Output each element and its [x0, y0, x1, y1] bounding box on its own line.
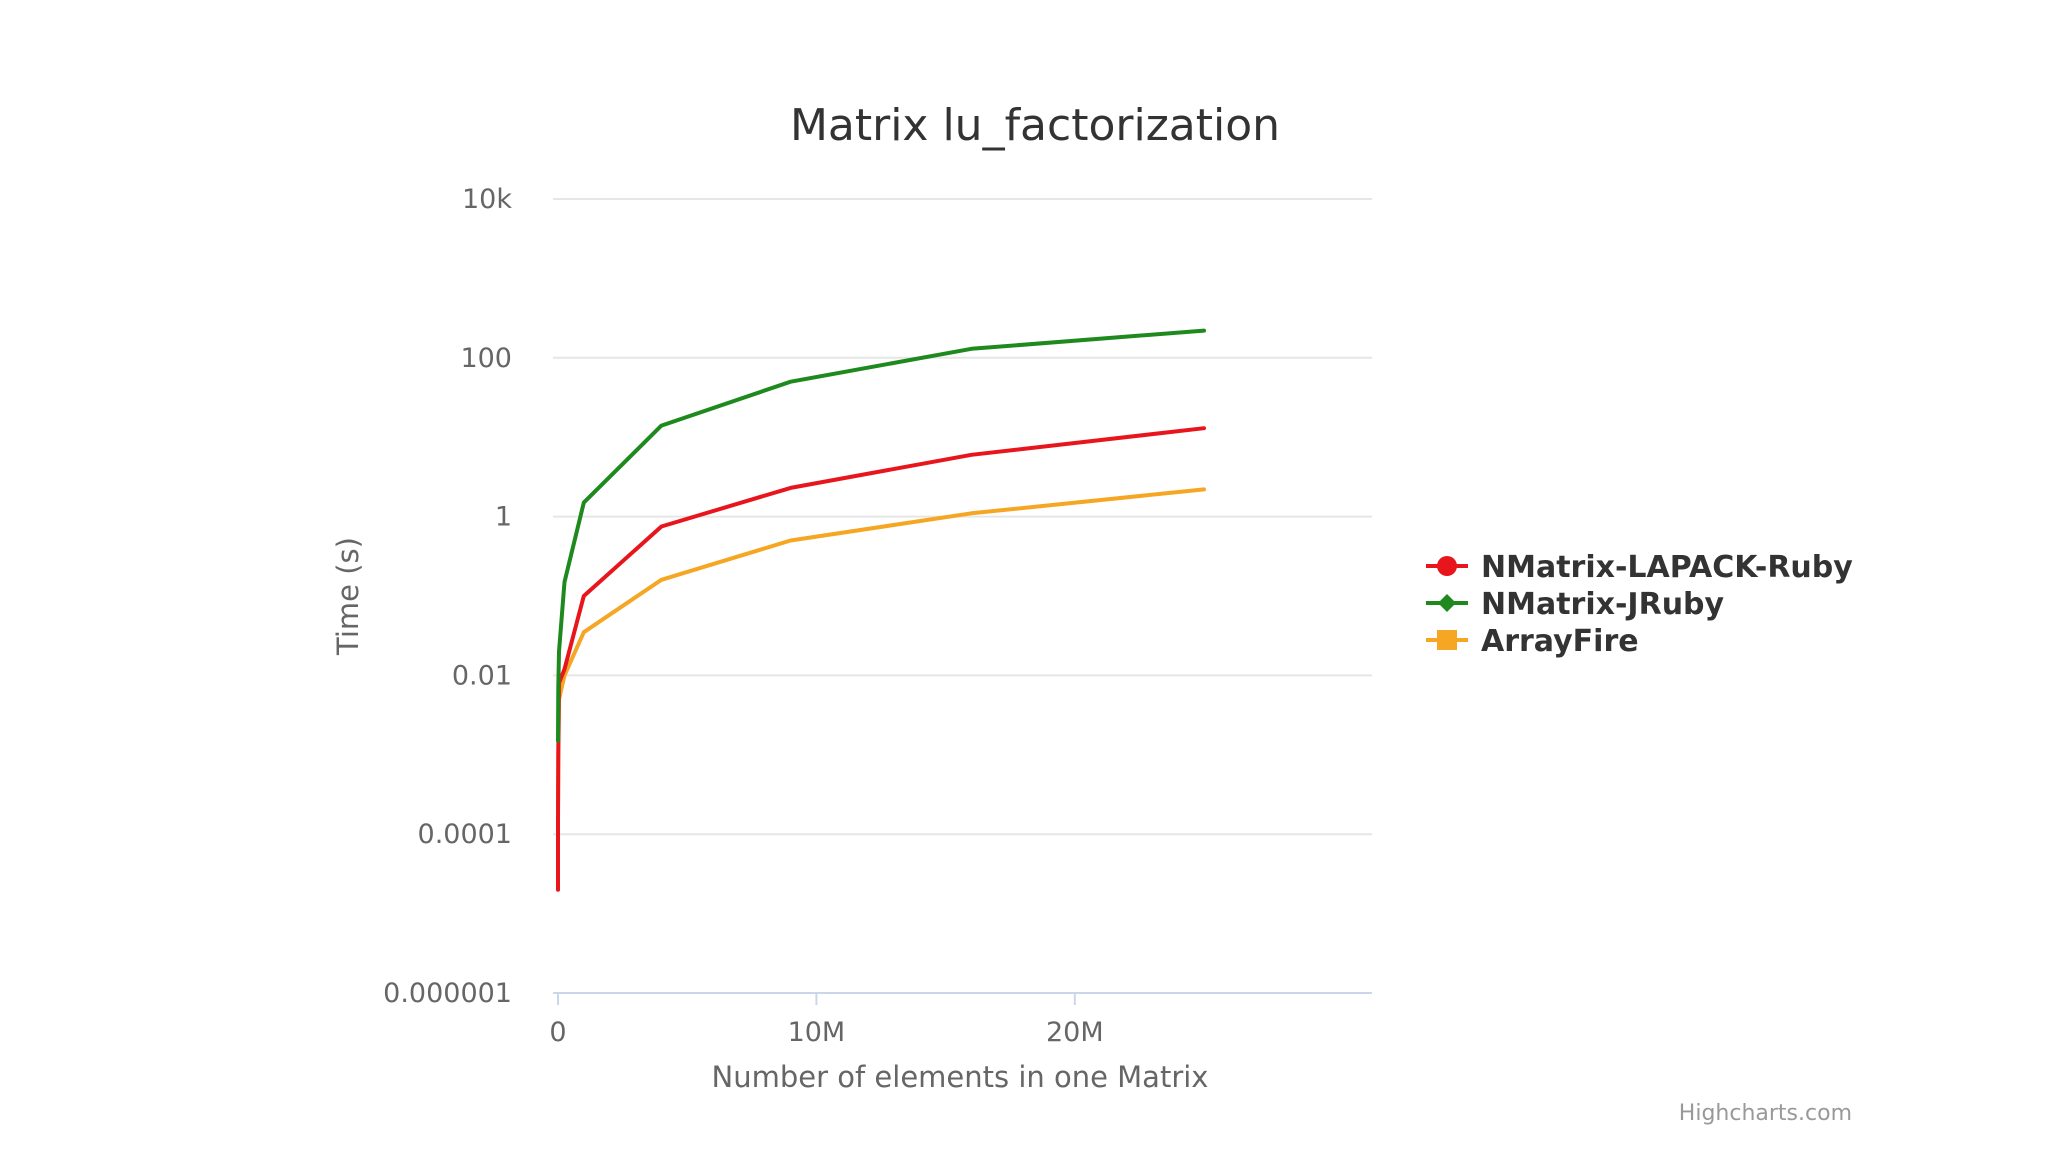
legend-label-1: NMatrix-JRuby: [1481, 587, 1725, 622]
legend-square-marker-icon: [1437, 630, 1457, 650]
series-layer: [556, 328, 1206, 892]
series-line-2[interactable]: [556, 487, 1206, 813]
y-tick-label-4: 0.0001: [418, 819, 512, 850]
series-line-1[interactable]: [556, 328, 1206, 743]
y-tick-label-0: 10k: [462, 184, 512, 215]
x-tick-label-0: 0: [549, 1017, 566, 1048]
chart-title: Matrix lu_factorization: [790, 100, 1280, 151]
legend-label-2: ArrayFire: [1481, 624, 1639, 659]
legend-label-0: NMatrix-LAPACK-Ruby: [1481, 550, 1853, 585]
y-tick-label-5: 0.000001: [383, 978, 512, 1009]
legend-item-0[interactable]: NMatrix-LAPACK-Ruby: [1426, 550, 1853, 585]
y-axis-title: Time (s): [331, 537, 365, 656]
x-axis-title: Number of elements in one Matrix: [712, 1060, 1209, 1094]
legend: NMatrix-LAPACK-RubyNMatrix-JRubyArrayFir…: [1426, 550, 1853, 659]
legend-item-2[interactable]: ArrayFire: [1426, 624, 1639, 659]
y-tick-label-1: 100: [460, 343, 512, 374]
series-line-0[interactable]: [556, 426, 1206, 892]
legend-item-1[interactable]: NMatrix-JRuby: [1426, 587, 1725, 622]
y-tick-label-2: 1: [495, 502, 512, 533]
legend-circle-marker-icon: [1437, 556, 1457, 576]
credit-text[interactable]: Highcharts.com: [1679, 1101, 1852, 1126]
y-axis-ticks: 10k 100 1 0.01 0.0001 0.000001: [383, 184, 512, 1009]
x-axis-ticks: 0 10M 20M: [549, 993, 1104, 1048]
x-tick-label-1: 10M: [788, 1017, 846, 1048]
x-tick-label-2: 20M: [1046, 1017, 1104, 1048]
y-tick-label-3: 0.01: [452, 660, 512, 691]
legend-diamond-marker-icon: [1438, 594, 1456, 612]
